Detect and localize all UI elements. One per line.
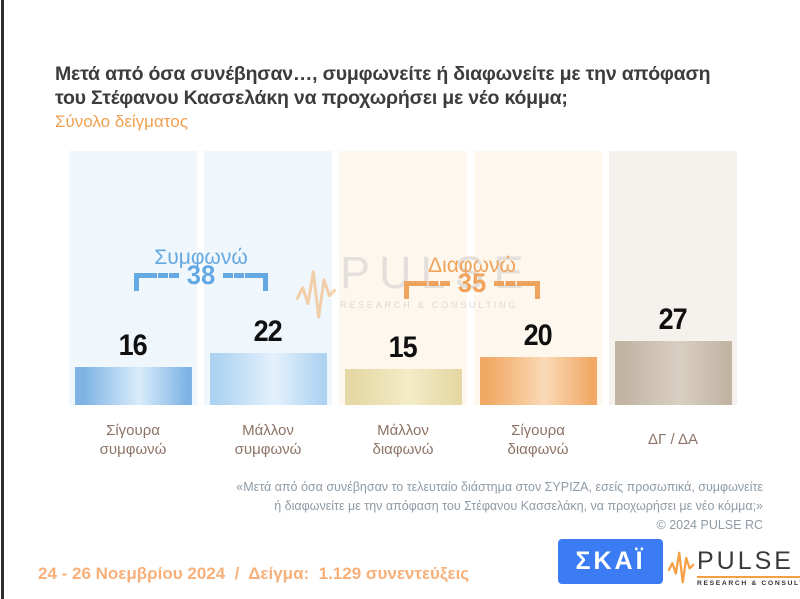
bar-5 [614, 341, 732, 405]
chart-title: Μετά από όσα συνέβησαν…, συμφωνείτε ή δι… [55, 63, 711, 111]
chart-subtitle: Σύνολο δείγματος [55, 112, 188, 131]
bracket-dash [494, 281, 528, 286]
bracket-agree-line: 38 [134, 262, 269, 297]
bracket-corner-left-icon [404, 281, 417, 299]
bracket-disagree-line: 35 [404, 270, 541, 305]
bracket-disagree-label: Διαφωνώ [428, 254, 516, 277]
pulse-logo-name: PULSE [697, 547, 794, 575]
slide-left-border [1, 0, 4, 599]
footnote-line2: ή διαφωνείτε με την απόφαση του Στέφανου… [274, 498, 763, 513]
bracket-agree-value: 38 [186, 260, 216, 290]
bracket-agree-label: Συμφωνώ [154, 246, 248, 269]
column-panel-5: 27 [609, 151, 737, 405]
category-label-1: Σίγουρα συμφωνώ [99, 421, 167, 459]
column-panel-3: 15 [339, 151, 467, 405]
pulse-logo-subtitle: RESEARCH & CONSULTING [697, 580, 800, 587]
bar-2 [209, 353, 327, 405]
column-panel-4: 20 [474, 151, 602, 405]
bracket-dash [223, 273, 256, 278]
bar-1 [74, 367, 192, 405]
bar-value-label: 16 [118, 329, 148, 362]
bracket-corner-right-icon [255, 273, 269, 291]
bracket-dash [417, 281, 450, 286]
bracket-corner-left-icon [134, 273, 147, 291]
bar-4 [479, 357, 597, 405]
category-label-5: ΔΓ / ΔΑ [648, 431, 698, 449]
bracket-disagree: Διαφωνώ 35 [404, 254, 541, 305]
column-panel-1: 16 [69, 151, 197, 405]
pulse-logo-text-block: PULSE RESEARCH & CONSULTING [697, 549, 800, 587]
question-footnote: «Μετά από όσα συνέβησαν το τελευταίο διά… [236, 478, 763, 534]
copyright: © 2024 PULSE RC [656, 517, 763, 532]
bar-value-label: 20 [523, 319, 553, 352]
bar-value-label: 22 [253, 315, 283, 348]
chart-title-line1: Μετά από όσα συνέβησαν…, συμφωνείτε ή δι… [55, 63, 711, 85]
bar-3 [344, 369, 462, 405]
bracket-agree: Συμφωνώ 38 [134, 246, 269, 297]
watermark-name: PULSE [340, 247, 533, 298]
watermark-text: PULSE RESEARCH & CONSULTING [340, 250, 533, 310]
bracket-disagree-value: 35 [457, 268, 487, 298]
waveform-icon [668, 551, 694, 584]
category-label-3: Μάλλον διαφωνώ [372, 421, 434, 459]
bracket-corner-right-icon [527, 281, 541, 299]
bar-value-label: 27 [658, 303, 688, 336]
waveform-icon [296, 270, 336, 319]
skai-logo-text: ΣΚΑΪ [575, 547, 646, 575]
pulse-logo-rule [697, 576, 800, 578]
fieldwork-date-sample: 24 - 26 Νοεμβρίου 2024 / Δείγμα: 1.129 σ… [38, 564, 470, 583]
pulse-watermark: PULSE RESEARCH & CONSULTING [296, 240, 533, 320]
category-label-4: Σίγουρα διαφωνώ [507, 421, 569, 459]
watermark-subtitle: RESEARCH & CONSULTING [340, 300, 519, 310]
skai-logo: ΣΚΑΪ [558, 539, 663, 584]
bracket-dash [147, 273, 179, 278]
bar-value-label: 15 [388, 331, 418, 364]
pulse-logo: PULSE RESEARCH & CONSULTING [668, 537, 800, 587]
footnote-line1: «Μετά από όσα συνέβησαν το τελευταίο διά… [236, 480, 763, 494]
category-label-2: Μάλλον συμφωνώ [234, 421, 302, 459]
chart-title-line2: του Στέφανου Κασσελάκη να προχωρήσει με … [55, 86, 568, 109]
